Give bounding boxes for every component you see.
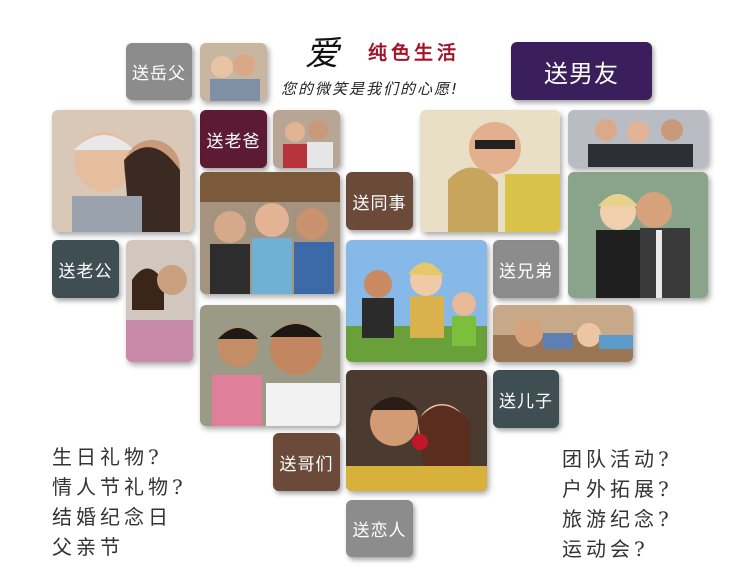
photo-two-guys [200,305,340,426]
photo-students-group [200,172,340,294]
photo-father-son-lying [493,305,633,362]
header-subtitle: 您的微笑是我们的心愿! [281,80,460,98]
photo-couple-kiss-outdoor [568,172,708,298]
photo-couple-casual [273,110,340,168]
right-occasion-1: 团队活动? [562,447,673,471]
tile-yuefu[interactable]: 送岳父 [126,43,192,100]
tile-colleague[interactable]: 送同事 [346,172,413,230]
left-occasion-1: 生日礼物? [52,445,163,469]
tile-lover[interactable]: 送恋人 [346,500,413,557]
tile-dad[interactable]: 送老爸 [200,110,267,168]
right-occasions: 团队活动? 户外拓展? 旅游纪念? 运动会? [562,444,673,564]
right-occasion-2: 户外拓展? [562,477,673,501]
photo-grandpa-daughter [52,110,193,232]
photo-couple-close [126,240,193,362]
left-occasion-4: 父亲节 [52,535,124,559]
photo-group-hug [568,110,708,167]
left-occasion-3: 结婚纪念日 [52,505,172,529]
tile-buddies[interactable]: 送哥们 [273,433,340,491]
tile-husband[interactable]: 送老公 [52,240,119,298]
header-slogan: 纯色生活 [368,42,461,64]
right-occasion-3: 旅游纪念? [562,507,673,531]
photo-couple-smiling [200,43,267,101]
tile-boyfriend[interactable]: 送男友 [511,42,652,100]
tile-brothers[interactable]: 送兄弟 [493,240,559,298]
photo-couple-rose [346,370,487,491]
photo-friends-sunglasses [420,110,560,232]
photo-friends-grass [346,240,487,362]
header-love-char: 爱 [305,34,339,74]
left-occasion-2: 情人节礼物? [52,475,187,499]
right-occasion-4: 运动会? [562,537,649,561]
tile-son[interactable]: 送儿子 [493,370,559,428]
left-occasions: 生日礼物? 情人节礼物? 结婚纪念日 父亲节 [52,442,187,562]
